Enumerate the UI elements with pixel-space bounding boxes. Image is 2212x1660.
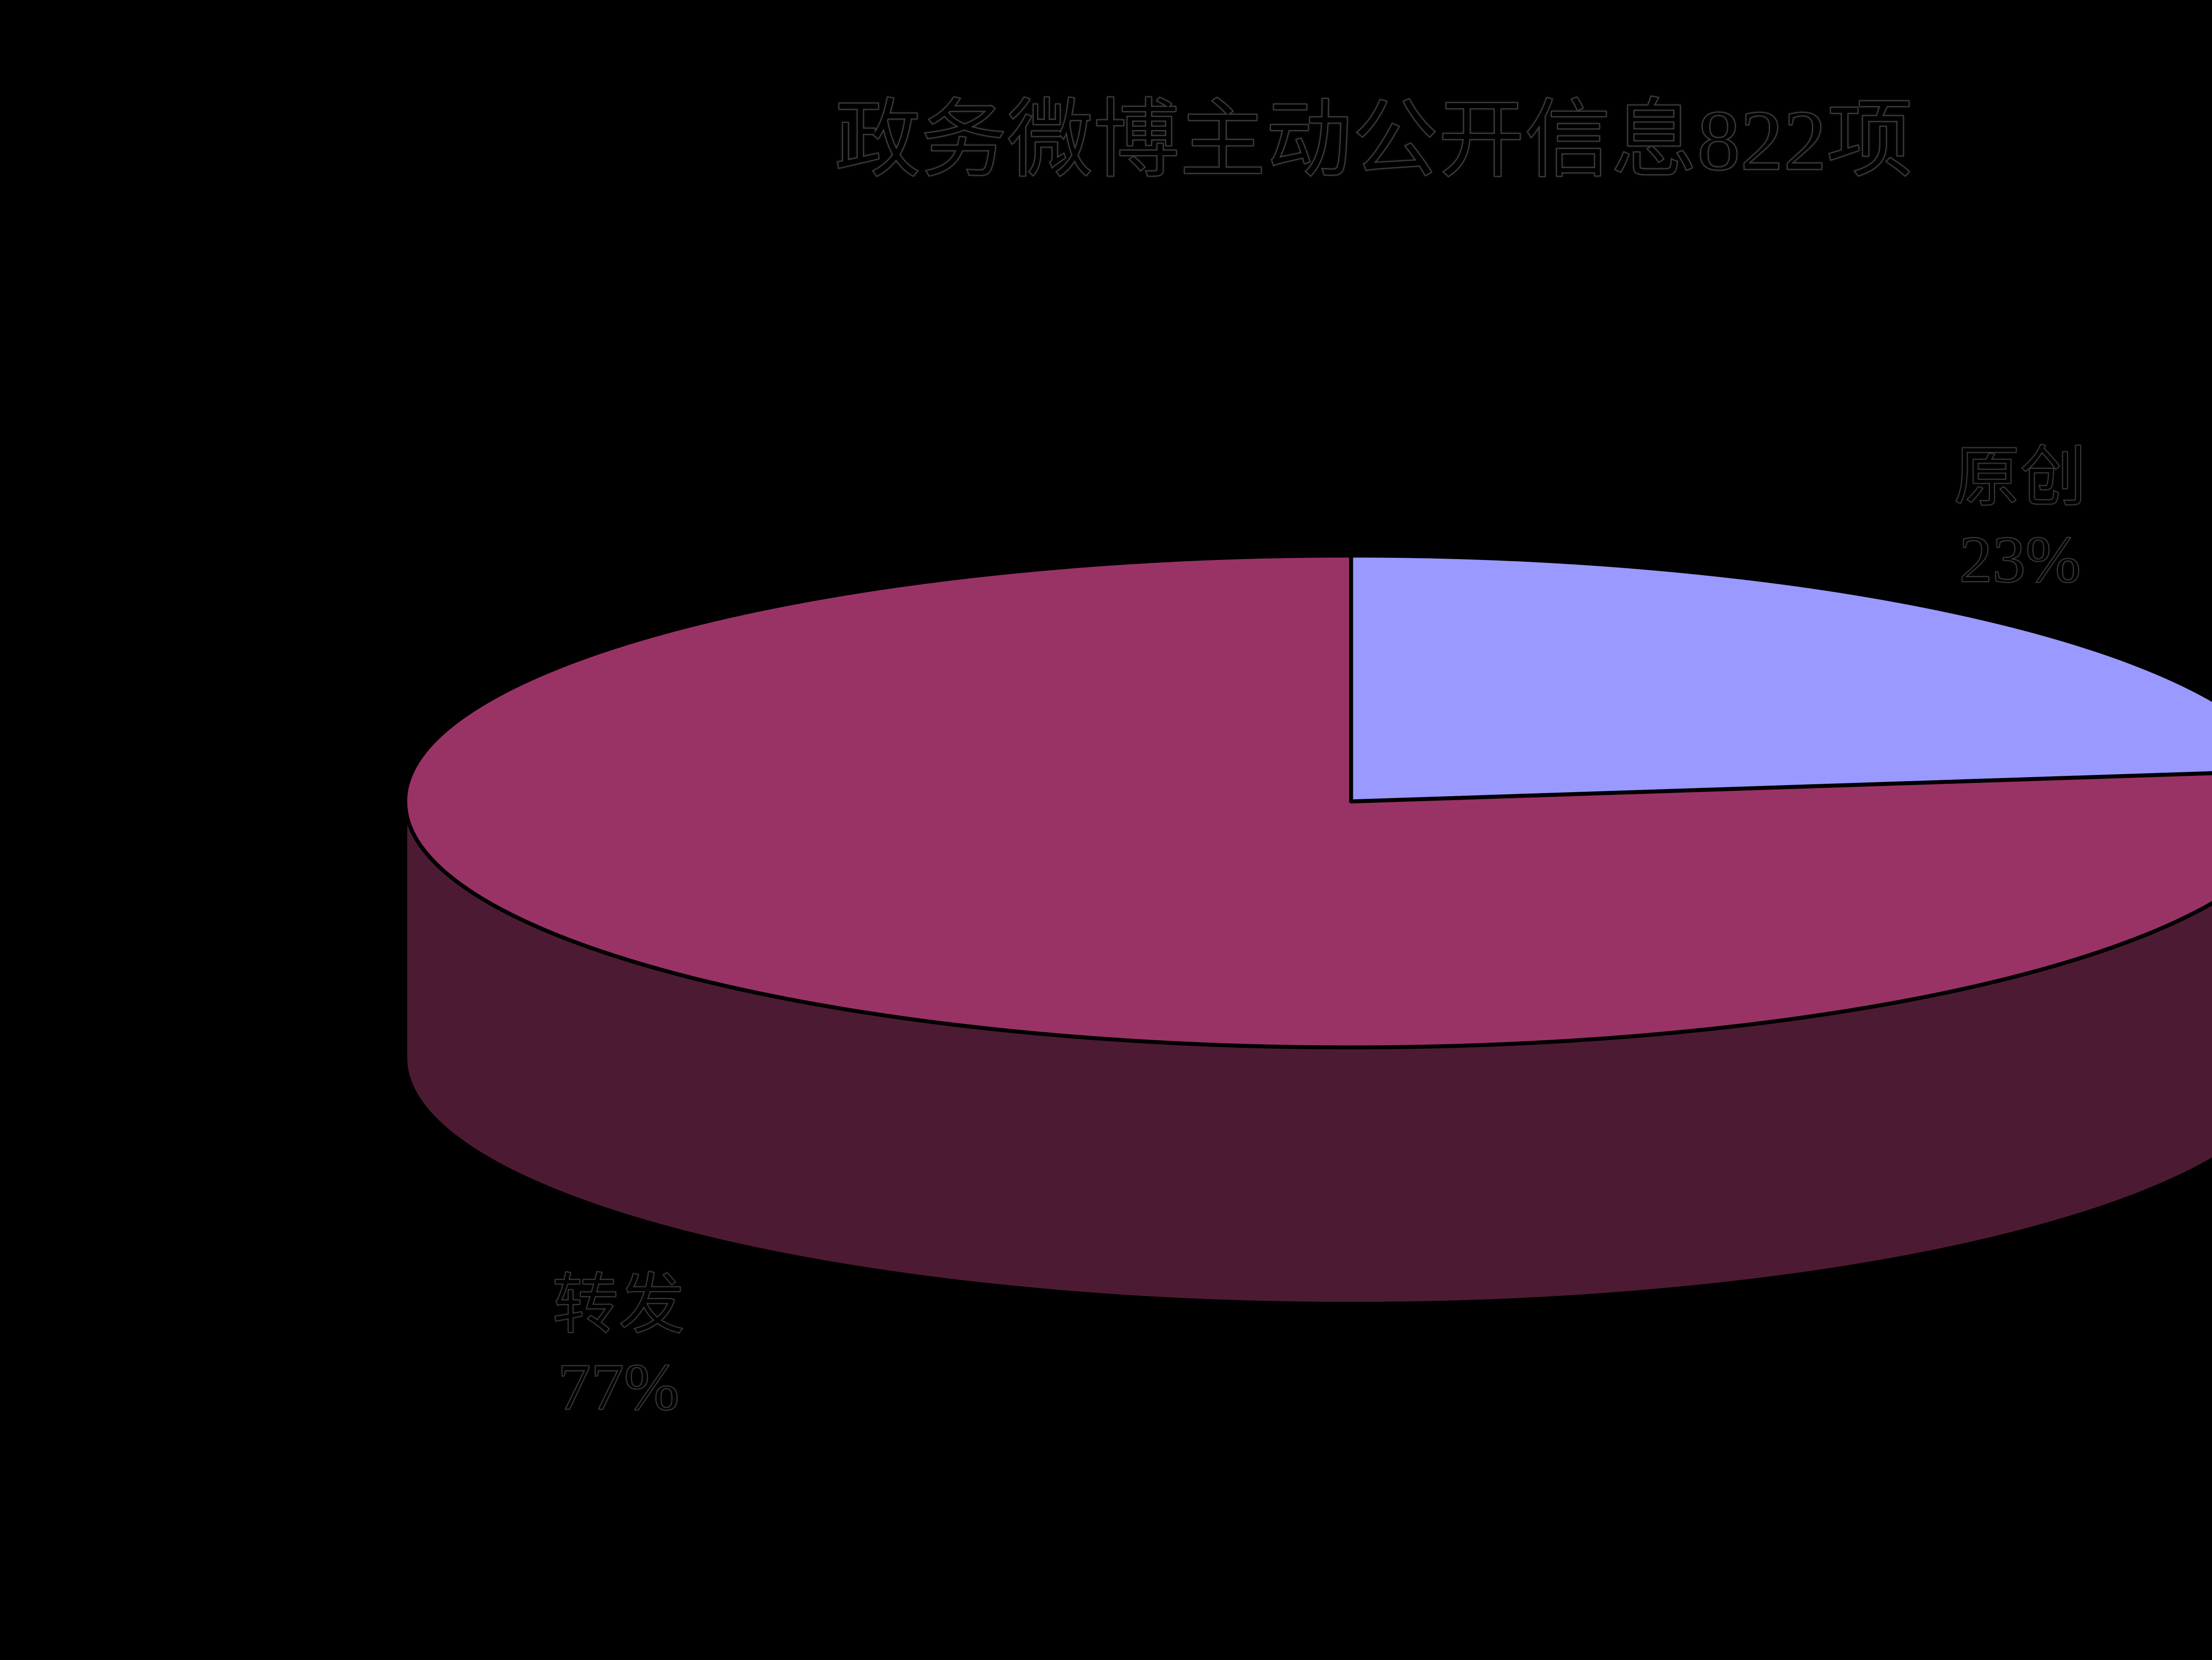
pie-slice-original-top[interactable] (1349, 553, 2212, 804)
data-label-original-percent: 23% (1959, 522, 2081, 597)
chart-title: 政务微博主动公开信息822项 (834, 92, 1913, 189)
data-label-original-name: 原创 (1953, 441, 2087, 515)
data-label-forwarded-percent: 77% (557, 1350, 680, 1424)
pie-slice-forwarded-top[interactable] (403, 553, 2212, 1050)
data-label-forwarded: 转发 77% (552, 1265, 685, 1428)
data-label-forwarded-name: 转发 (552, 1268, 685, 1342)
data-label-original: 原创 23% (1953, 437, 2087, 601)
